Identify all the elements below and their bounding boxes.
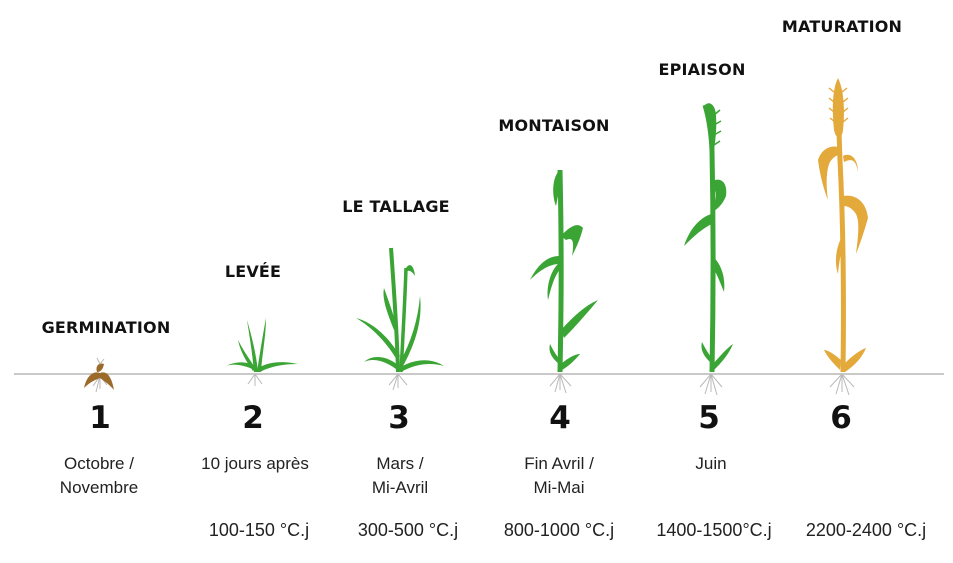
stage-5-degree-days: 1400-1500°C.j xyxy=(656,520,772,540)
ground-line xyxy=(14,373,944,375)
mature-plant-icon xyxy=(818,78,868,396)
stem-elongation-plant-icon xyxy=(530,169,598,394)
stage-3-period: Mars / Mi-Avril xyxy=(371,454,429,497)
tillering-plant-icon xyxy=(356,247,444,391)
seedling-icon xyxy=(226,318,298,386)
stage-6-title: MATURATION xyxy=(781,17,903,36)
stage-5-period: Juin xyxy=(695,454,727,473)
stage-5-title: EPIAISON xyxy=(658,60,746,79)
stage-3-title: LE TALLAGE xyxy=(342,197,450,216)
stage-2-degree-days: 100-150 °C.j xyxy=(208,520,310,540)
stage-3-degree-days: 300-500 °C.j xyxy=(357,520,459,540)
stage-3-number: 3 xyxy=(388,400,410,436)
stage-5-number: 5 xyxy=(698,400,720,436)
stage-6-degree-days: 2200-2400 °C.j xyxy=(805,520,927,540)
stage-4-number: 4 xyxy=(549,400,571,436)
stage-6-number: 6 xyxy=(830,400,852,436)
heading-plant-icon xyxy=(684,103,733,396)
stage-1-period: Octobre / Novembre xyxy=(59,454,139,497)
stage-4-degree-days: 800-1000 °C.j xyxy=(503,520,615,540)
stage-4-period: Fin Avril / Mi-Mai xyxy=(524,454,594,497)
germinating-seed-icon xyxy=(84,357,114,393)
stage-2-title: LEVÉE xyxy=(224,262,282,281)
stage-1-number: 1 xyxy=(89,400,111,436)
stage-4-title: MONTAISON xyxy=(498,116,610,135)
stage-2-number: 2 xyxy=(242,400,264,436)
stage-2-period: 10 jours après xyxy=(201,454,309,473)
stage-1-title: GERMINATION xyxy=(41,318,171,337)
